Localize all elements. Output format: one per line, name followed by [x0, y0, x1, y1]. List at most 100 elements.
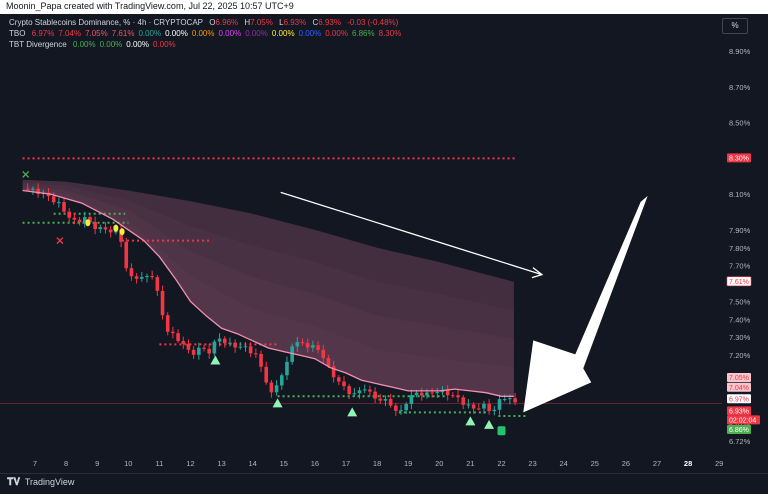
time-tick-20: 27 — [653, 459, 661, 468]
price-tick-4: 7.90% — [729, 226, 751, 235]
price-tag-2: 7.05% — [729, 375, 749, 382]
candle-body — [186, 343, 191, 350]
candle-body — [171, 331, 175, 334]
tbo-value-13: 8.30% — [378, 29, 402, 38]
time-tick-12: 19 — [404, 459, 412, 468]
candle-body — [279, 375, 284, 386]
price-tag-bg-7 — [727, 424, 751, 434]
price-tag-bg-3 — [727, 382, 751, 392]
candle-body — [311, 345, 315, 348]
candle-body — [103, 227, 108, 230]
candle-body — [300, 341, 305, 344]
time-tick-6: 13 — [217, 459, 225, 468]
open-label: O — [209, 18, 216, 27]
candle-body — [487, 403, 491, 412]
candle-body — [476, 408, 481, 410]
candle-body — [440, 390, 445, 393]
legend-main[interactable]: Crypto Stablecoins Dominance, % · 4h · C… — [9, 18, 402, 27]
candle-body — [394, 405, 398, 411]
yellow-marker-2 — [119, 228, 125, 236]
candle-body — [155, 277, 160, 291]
cross-marker-0 — [22, 170, 30, 178]
time-tick-15: 22 — [497, 459, 505, 468]
candle-body — [430, 392, 434, 394]
candle-body — [362, 389, 367, 391]
candle-body — [93, 222, 97, 230]
price-tag-3: 7.04% — [729, 385, 749, 392]
candle-body — [72, 217, 77, 220]
candle-body — [150, 275, 154, 278]
candle-body — [502, 399, 507, 401]
bottom-bar — [0, 473, 768, 494]
price-tick-9: 7.30% — [729, 333, 751, 342]
candle-body — [243, 346, 248, 348]
time-tick-9: 16 — [311, 459, 319, 468]
price-tick-5: 7.80% — [729, 244, 751, 253]
tbo-values: 6.97% 7.04% 7.05% 7.61% 0.00% 0.00% 0.00% 0.00%… — [32, 29, 406, 38]
tbo-value-0: 6.97% — [31, 29, 55, 38]
candle-body — [176, 333, 180, 342]
candle-body — [508, 398, 512, 400]
price-tick-8: 7.40% — [729, 315, 751, 324]
candle-body — [357, 390, 362, 394]
legend-tbo[interactable]: TBO 6.97% 7.04% 7.05% 7.61% 0.00% 0.00% 0.00% 0… — [9, 29, 409, 38]
price-tag-6: 02:02:04 — [729, 417, 756, 424]
candle-body — [46, 192, 51, 197]
candle-body — [404, 404, 409, 411]
candle-body — [378, 398, 383, 401]
green-signal-box — [497, 426, 506, 436]
price-tag-4: 6.97% — [729, 396, 749, 403]
legend-title: Crypto Stablecoins Dominance, % · 4h · C… — [9, 18, 204, 27]
tbo-value-8: 0.00% — [245, 29, 268, 38]
candle-body — [326, 358, 331, 367]
candle-body — [513, 398, 517, 403]
time-tick-7: 14 — [249, 459, 257, 468]
candle-body — [181, 341, 186, 344]
candle-body — [305, 343, 310, 348]
candle-body — [373, 391, 377, 399]
tbt-values: 0.00% 0.00% 0.00% 0.00% — [73, 40, 180, 49]
open-value: 6.96% — [215, 18, 239, 27]
tbt-value-0: 0.00% — [72, 40, 96, 49]
tbt-value-2: 0.00% — [126, 40, 149, 49]
time-tick-19: 26 — [622, 459, 630, 468]
yellow-marker-0 — [85, 219, 91, 227]
candle-body — [41, 192, 46, 195]
price-tag-bg-0 — [727, 153, 751, 163]
candle-body — [337, 377, 341, 382]
candle-body — [114, 229, 118, 233]
candle-body — [274, 385, 279, 393]
candle-body — [482, 403, 486, 409]
candle-body — [25, 188, 30, 190]
credit-bar: Moonin_Papa created with TradingView.com… — [0, 0, 768, 14]
candle-body — [77, 219, 82, 223]
candle-body — [202, 347, 206, 349]
buy-triangle-4 — [484, 419, 495, 429]
tbo-value-12: 6.86% — [351, 29, 375, 38]
legend-tbt[interactable]: TBT Divergence 0.00% 0.00% 0.00% 0.00% — [9, 40, 184, 49]
price-tag-bg-4 — [727, 394, 751, 404]
candle-body — [456, 395, 460, 398]
candle-body — [419, 392, 424, 396]
candle-body — [36, 188, 40, 195]
high-label: H — [244, 18, 251, 27]
candle-body — [98, 227, 103, 230]
candle-body — [425, 392, 429, 396]
tbo-name: TBO — [9, 29, 26, 38]
candle-body — [471, 404, 476, 409]
candle-body — [331, 366, 336, 378]
candle-body — [82, 217, 87, 223]
candle-body — [233, 342, 237, 348]
time-tick-2: 9 — [95, 459, 99, 468]
candle-body — [197, 347, 201, 355]
percent-scale-button[interactable]: % — [722, 18, 748, 34]
low-label: L — [279, 18, 284, 27]
close-value: 6.93% — [318, 18, 341, 27]
moving-average-line — [22, 189, 514, 397]
tbo-value-10: 0.00% — [298, 29, 322, 38]
tradingview-logo: 𝐓𝐕 TradingView — [7, 477, 74, 488]
candle-body — [342, 381, 346, 387]
candle-body — [321, 349, 326, 359]
price-tag-0: 8.30% — [729, 155, 749, 162]
